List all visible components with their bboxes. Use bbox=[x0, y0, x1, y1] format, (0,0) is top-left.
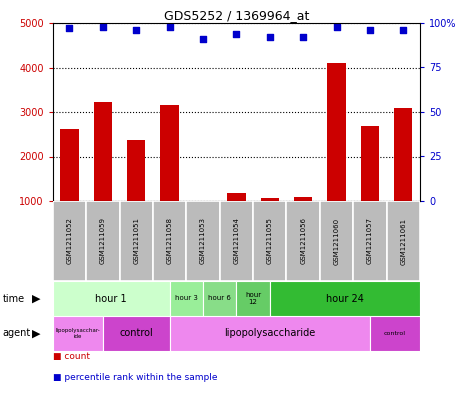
Text: GSM1211060: GSM1211060 bbox=[334, 217, 340, 264]
Point bbox=[199, 36, 207, 42]
Text: GSM1211056: GSM1211056 bbox=[300, 217, 306, 264]
Point bbox=[233, 31, 240, 37]
Text: GSM1211057: GSM1211057 bbox=[367, 217, 373, 264]
Bar bbox=[386, 201, 420, 281]
Point bbox=[66, 25, 73, 31]
Point bbox=[366, 27, 374, 33]
Text: GSM1211055: GSM1211055 bbox=[267, 218, 273, 264]
Point bbox=[400, 27, 407, 33]
Point bbox=[133, 27, 140, 33]
Title: GDS5252 / 1369964_at: GDS5252 / 1369964_at bbox=[164, 9, 309, 22]
Point bbox=[166, 24, 174, 30]
Text: GSM1211052: GSM1211052 bbox=[67, 218, 73, 264]
Bar bbox=[394, 108, 413, 201]
Bar bbox=[327, 63, 346, 201]
Bar bbox=[353, 201, 386, 281]
Text: hour 3: hour 3 bbox=[175, 296, 198, 301]
Bar bbox=[86, 201, 119, 281]
Bar bbox=[60, 129, 78, 201]
Bar bbox=[320, 201, 353, 281]
Text: hour 1: hour 1 bbox=[95, 294, 127, 303]
Text: time: time bbox=[2, 294, 24, 303]
Bar bbox=[227, 193, 246, 201]
Text: hour 6: hour 6 bbox=[208, 296, 231, 301]
Text: lipopolysacchar-
ide: lipopolysacchar- ide bbox=[56, 328, 100, 339]
Text: ■ percentile rank within the sample: ■ percentile rank within the sample bbox=[53, 373, 217, 382]
Bar bbox=[253, 201, 286, 281]
Bar bbox=[361, 126, 379, 201]
Bar bbox=[170, 316, 370, 351]
Text: GSM1211054: GSM1211054 bbox=[233, 218, 240, 264]
Point bbox=[266, 34, 274, 40]
Text: GSM1211059: GSM1211059 bbox=[100, 217, 106, 264]
Bar bbox=[294, 197, 312, 201]
Bar bbox=[94, 102, 112, 201]
Text: ■ count: ■ count bbox=[53, 353, 90, 362]
Text: GSM1211058: GSM1211058 bbox=[167, 217, 173, 264]
Bar bbox=[119, 201, 153, 281]
Bar bbox=[170, 281, 203, 316]
Point bbox=[333, 24, 340, 30]
Text: ▶: ▶ bbox=[32, 329, 41, 338]
Bar bbox=[270, 281, 420, 316]
Text: GSM1211053: GSM1211053 bbox=[200, 217, 206, 264]
Text: ▶: ▶ bbox=[32, 294, 41, 303]
Text: GSM1211061: GSM1211061 bbox=[400, 217, 406, 264]
Bar bbox=[370, 316, 420, 351]
Bar bbox=[53, 201, 86, 281]
Bar bbox=[261, 198, 279, 201]
Bar bbox=[194, 200, 212, 201]
Text: lipopolysaccharide: lipopolysaccharide bbox=[224, 329, 315, 338]
Bar bbox=[53, 281, 170, 316]
Text: GSM1211051: GSM1211051 bbox=[133, 217, 139, 264]
Bar bbox=[153, 201, 186, 281]
Bar bbox=[53, 316, 103, 351]
Bar bbox=[103, 316, 170, 351]
Text: agent: agent bbox=[2, 329, 31, 338]
Bar bbox=[127, 140, 146, 201]
Point bbox=[299, 34, 307, 40]
Bar bbox=[236, 281, 270, 316]
Bar bbox=[286, 201, 320, 281]
Point bbox=[99, 24, 106, 30]
Bar bbox=[161, 105, 179, 201]
Text: control: control bbox=[119, 329, 153, 338]
Bar bbox=[203, 281, 236, 316]
Text: control: control bbox=[384, 331, 406, 336]
Bar bbox=[186, 201, 220, 281]
Bar bbox=[220, 201, 253, 281]
Text: hour
12: hour 12 bbox=[245, 292, 261, 305]
Text: hour 24: hour 24 bbox=[326, 294, 364, 303]
